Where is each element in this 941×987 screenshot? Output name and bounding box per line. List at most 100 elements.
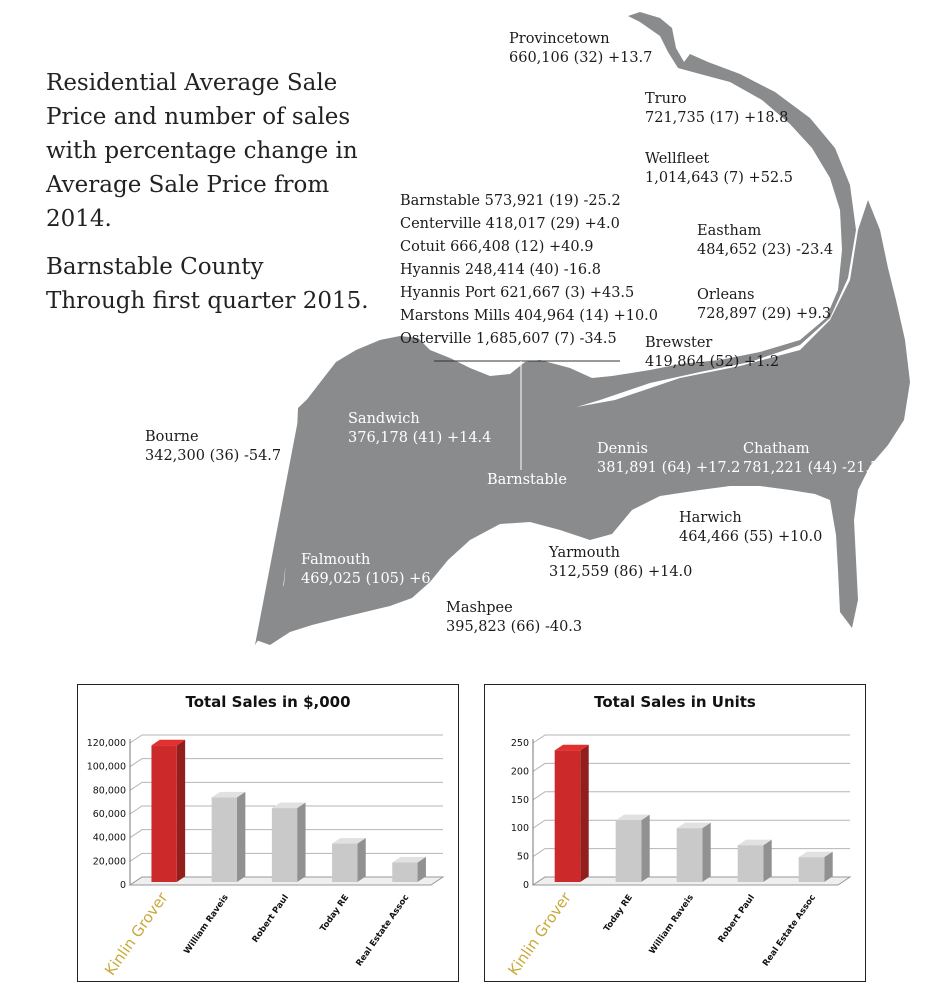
bar [676,828,703,882]
bar-side [580,744,589,882]
cape-cod-map [255,12,910,645]
town-stats: 1,014,643 (7) +52.5 [645,170,793,186]
town-stats: 781,221 (44) -21.5 [743,460,880,476]
y-tick-label: 100 [511,823,529,834]
bar-top [271,802,306,809]
label-bourne: Bourne 342,300 (36) -54.7 [145,428,281,466]
label-sandwich: Sandwich 376,178 (41) +14.4 [348,410,491,448]
y-tick-label: 120,000 [87,738,126,749]
bar-side [824,851,833,882]
bar [392,862,418,882]
gridline [129,758,443,768]
category-label: William Raveis [648,893,696,956]
bar-top [554,744,589,751]
bar-top [615,814,650,821]
label-eastham: Eastham 484,652 (23) -23.4 [697,222,833,260]
gridline [129,781,443,791]
town-name: Mashpee [446,600,513,616]
town-stats: 721,735 (17) +18.8 [645,110,789,126]
town-stats: 376,178 (41) +14.4 [348,430,492,446]
chart-svg: 0 50 100 150 200 250 Kinlin Grover Today RE Will… [504,734,852,979]
gridline [532,791,850,801]
bar [615,820,642,882]
bar-side [763,839,772,882]
bar [737,845,764,882]
chart-svg: 0 20,000 40,000 60,000 80,000 100,000 120,000 K… [87,734,445,979]
town-name: Eastham [697,223,762,239]
gridline [532,819,850,829]
y-tick-label: 100,000 [87,762,126,773]
label-wellfleet: Wellfleet 1,014,643 (7) +52.5 [645,150,793,188]
town-stats: 728,897 (29) +9.3 [697,306,832,322]
y-tick-label: 0 [523,880,529,891]
label-barnstable-town: Barnstable [487,472,567,488]
bar-side [236,791,246,882]
bar-side [297,802,306,882]
town-name: Chatham [743,441,810,457]
town-stats: 660,106 (32) +13.7 [509,50,653,66]
category-label: William Raveis [182,893,230,956]
label-orleans: Orleans 728,897 (29) +9.3 [697,286,831,324]
category-label: Real Estate Assoc [761,893,818,968]
label-chatham: Chatham 781,221 (44) -21.5 [743,440,879,478]
bar-top [151,739,186,746]
village-row: Cotuit 666,408 (12) +40.9 [400,239,594,255]
chart-total-sales-dollars: Total Sales in $,000 0 20,000 40,000 60,000… [77,684,459,982]
town-name: Sandwich [348,411,420,427]
category-label: Kinlin Grover [101,888,172,978]
bar-side [176,739,186,882]
village-row: Barnstable 573,921 (19) -25.2 [400,193,621,209]
bar-top [211,791,246,798]
chart-total-sales-units: Total Sales in Units 0 50 100 150 200 250 Kinl… [484,684,866,982]
label-truro: Truro 721,735 (17) +18.8 [645,90,788,128]
town-name: Harwich [679,510,742,526]
town-stats: 469,025 (105) +6.1 [301,571,445,587]
town-stats: 484,652 (23) -23.4 [697,242,834,258]
category-label: Today RE [602,893,635,934]
chart-title: Total Sales in $,000 [185,693,351,711]
bar [211,797,237,882]
village-row: Marstons Mills 404,964 (14) +10.0 [400,308,658,324]
gridline [532,762,850,772]
label-provincetown: Provincetown 660,106 (32) +13.7 [509,30,652,68]
bar [271,808,298,882]
village-row: Centerville 418,017 (29) +4.0 [400,216,620,232]
label-dennis: Dennis 381,891 (64) +17.2 [597,440,740,478]
town-name: Dennis [597,441,648,457]
intro-text: Residential Average Sale Price and numbe… [46,66,396,332]
intro-region: Barnstable County [46,254,264,280]
bar-top [392,856,426,863]
town-stats: 464,466 (55) +10.0 [679,529,823,545]
bar-side [641,814,650,882]
gridline [129,829,443,839]
bar-side [417,856,426,882]
category-label: Kinlin Grover [504,888,575,978]
town-name: Wellfleet [645,151,710,167]
town-stats: 419,864 (52) +1.2 [645,354,780,370]
cape-cod-mainland [256,200,910,645]
village-row: Osterville 1,685,607 (7) -34.5 [400,331,617,347]
village-row: Hyannis 248,414 (40) -16.8 [400,262,601,278]
y-tick-label: 50 [517,852,529,863]
label-mashpee: Mashpee 395,823 (66) -40.3 [446,599,582,637]
category-label: Today RE [318,893,351,934]
town-stats: 312,559 (86) +14.0 [549,564,693,580]
town-name: Bourne [145,429,199,445]
gridline [129,805,443,815]
town-name: Orleans [697,287,755,303]
bar [151,745,177,882]
y-tick-label: 20,000 [93,856,126,867]
category-label: Robert Paul [251,893,291,945]
town-stats: 381,891 (64) +17.2 [597,460,741,476]
bar-top [798,851,833,858]
gridline [129,734,443,744]
y-tick-label: 40,000 [93,833,126,844]
town-name: Provincetown [509,31,610,47]
category-label: Robert Paul [717,893,757,945]
barnstable-villages-list: Barnstable 573,921 (19) -25.2 Centervill… [400,190,658,351]
label-falmouth: Falmouth 469,025 (105) +6.1 [301,551,444,589]
bar-top [737,839,772,846]
label-brewster: Brewster 419,864 (52) +1.2 [645,334,779,372]
y-tick-label: 150 [511,795,529,806]
town-name: Truro [645,91,687,107]
